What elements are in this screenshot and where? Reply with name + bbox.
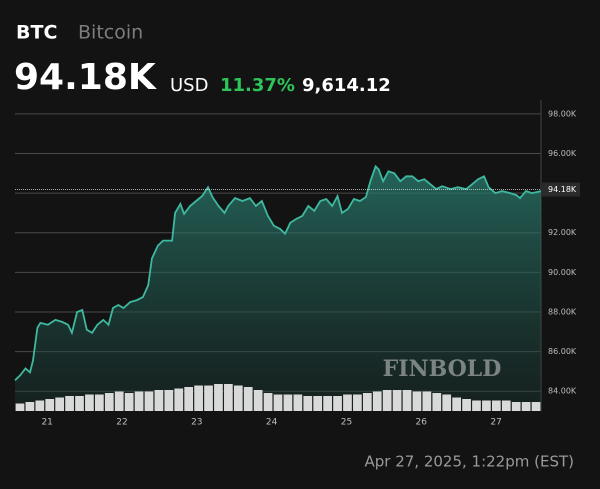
x-tick-label: 22 xyxy=(116,418,127,428)
price-line xyxy=(14,164,542,381)
volume-bar xyxy=(55,397,65,411)
x-tick-label: 21 xyxy=(41,418,52,428)
x-tick-label: 25 xyxy=(341,418,352,428)
y-tick-label: 88.00K xyxy=(548,307,577,316)
volume-bar xyxy=(382,390,392,411)
volume-bar xyxy=(392,390,402,411)
volume-bar xyxy=(422,391,432,411)
volume-bar xyxy=(283,394,293,411)
volume-bar xyxy=(114,391,124,411)
volume-bar xyxy=(303,396,313,411)
volume-bar xyxy=(501,400,511,411)
volume-bar xyxy=(75,396,84,411)
change: 9,614.12 xyxy=(302,75,391,96)
watermark: FINBOLD xyxy=(383,356,502,382)
volume-bar xyxy=(531,402,541,411)
volume-bar xyxy=(184,387,194,411)
volume-bar xyxy=(25,402,35,411)
volume-bar xyxy=(194,385,203,411)
volume-bar xyxy=(233,385,243,411)
volume-bar xyxy=(313,396,323,411)
area-fill xyxy=(15,166,541,411)
volume-bar xyxy=(462,399,471,411)
currency: USD xyxy=(170,75,208,96)
volume-bar xyxy=(353,394,362,411)
y-tick-label: 84.00K xyxy=(548,387,577,396)
timestamp: Apr 27, 2025, 1:22pm (EST) xyxy=(364,453,574,471)
volume-bar xyxy=(273,394,283,411)
y-tick-label: 92.00K xyxy=(548,228,577,237)
volume-bar xyxy=(45,399,55,411)
x-tick-label: 24 xyxy=(266,418,278,428)
volume-bar xyxy=(144,391,154,411)
volume-bar xyxy=(94,394,104,411)
x-tick-label: 23 xyxy=(191,418,202,428)
volume-bar xyxy=(482,400,491,411)
symbol: BTC xyxy=(16,22,57,44)
volume-bar xyxy=(511,402,521,411)
volume-bar xyxy=(293,394,303,411)
volume-bar xyxy=(323,396,332,411)
volume-bar xyxy=(263,393,273,411)
volume-bar xyxy=(104,393,114,411)
volume-bar xyxy=(432,393,442,411)
volume-bar xyxy=(124,393,134,411)
y-tick-label: 98.00K xyxy=(548,109,577,118)
volume-bar xyxy=(362,393,372,411)
volume-bar xyxy=(243,387,253,411)
asset-name: Bitcoin xyxy=(78,22,143,44)
change-pct: 11.37% xyxy=(220,75,295,96)
volume-bar xyxy=(372,391,382,411)
volume-bar xyxy=(65,396,74,411)
volume-bar xyxy=(154,390,164,411)
volume-bar xyxy=(174,388,184,411)
volume-bar xyxy=(343,394,352,411)
y-tick-label: 90.00K xyxy=(548,268,577,277)
x-tick-label: 26 xyxy=(416,418,428,428)
price-tag xyxy=(542,182,580,197)
volume-bar xyxy=(164,390,174,411)
y-tick-label: 96.00K xyxy=(548,149,577,158)
volume-bar xyxy=(85,394,94,411)
volume-bar xyxy=(412,391,422,411)
x-tick-label: 27 xyxy=(490,418,501,428)
volume-bar xyxy=(333,396,342,411)
volume-bar xyxy=(15,403,25,411)
volume-bar xyxy=(472,400,481,411)
volume-bar xyxy=(402,390,412,411)
price-tag-label: 94.18K xyxy=(548,185,577,194)
volume-bar xyxy=(521,402,531,411)
volume-bar xyxy=(204,385,213,411)
volume-bar xyxy=(253,390,263,411)
volume-bar xyxy=(224,384,233,411)
volume-bar xyxy=(214,384,223,411)
volume-bar xyxy=(491,400,501,411)
volume-bar xyxy=(35,400,45,411)
y-tick-label: 86.00K xyxy=(548,347,577,356)
volume-bar xyxy=(452,397,462,411)
volume-bar xyxy=(442,394,452,411)
price: 94.18K xyxy=(14,57,157,98)
volume-bar xyxy=(134,391,144,411)
